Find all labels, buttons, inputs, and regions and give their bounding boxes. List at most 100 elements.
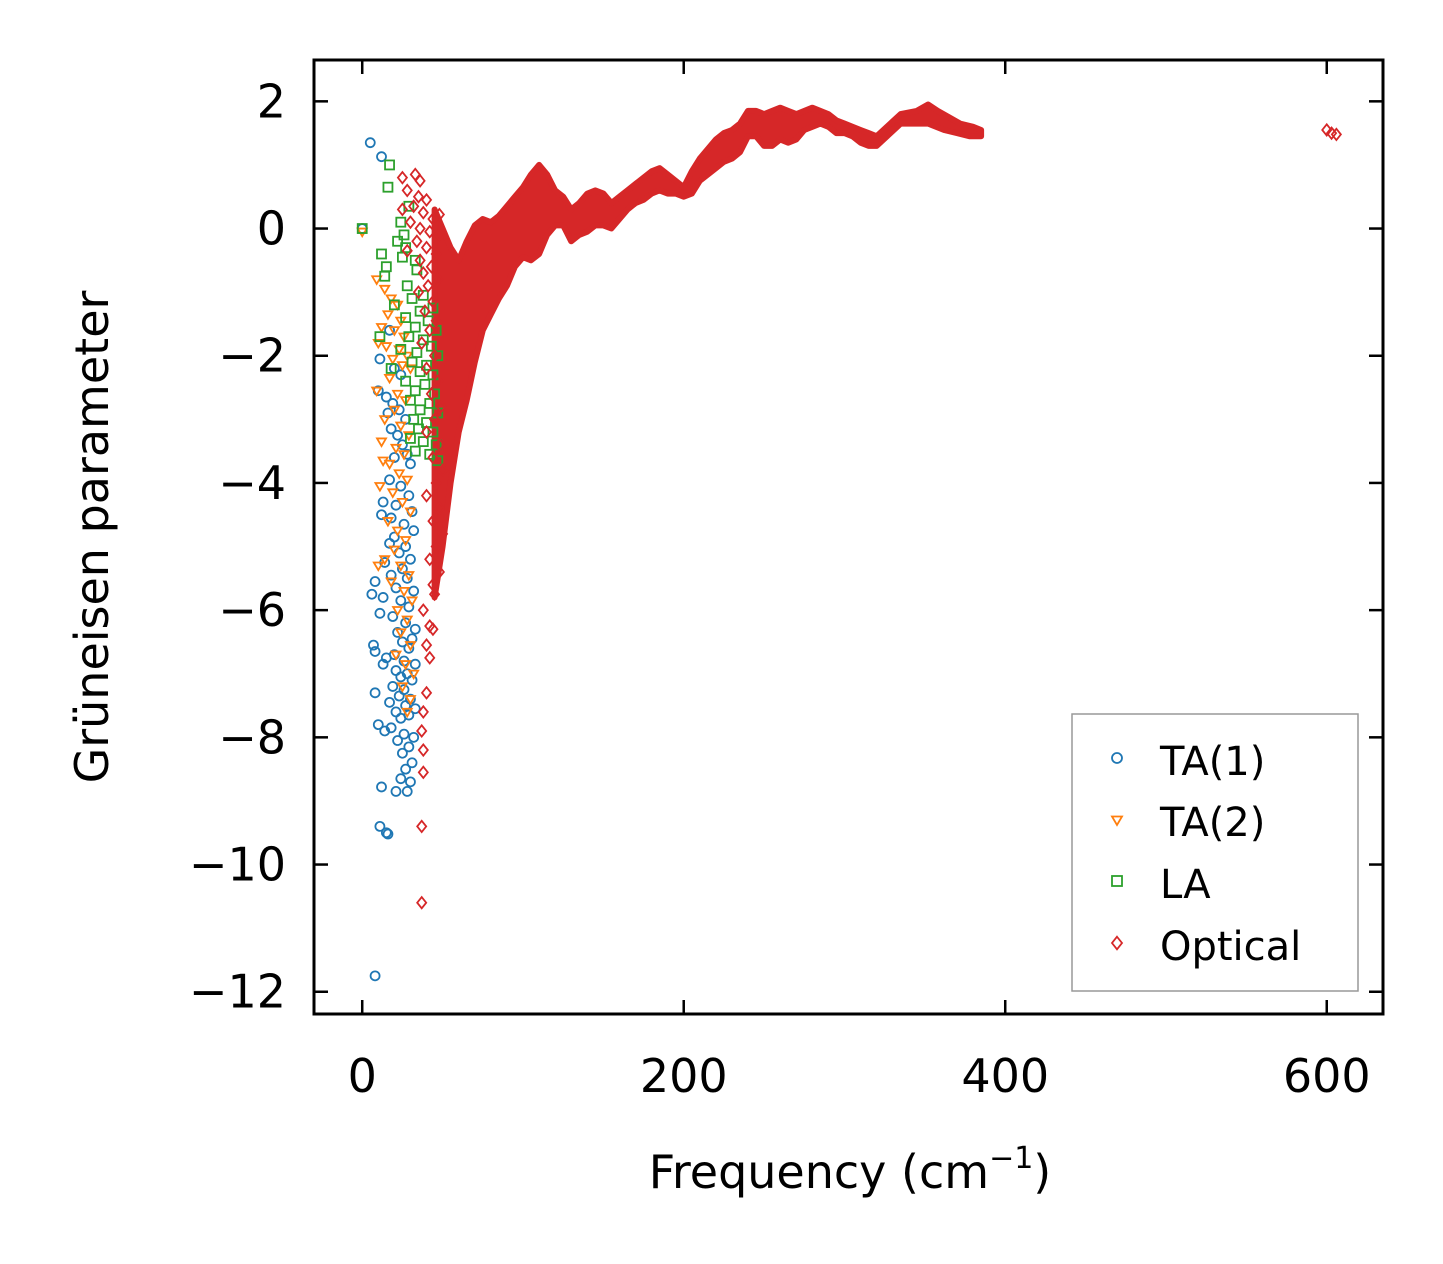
la-point	[400, 312, 412, 323]
ta1-point	[397, 563, 408, 575]
ta1-point	[397, 747, 408, 759]
ta1-point	[403, 601, 415, 613]
legend-label-optical: Optical	[1160, 924, 1301, 970]
la-point	[421, 359, 432, 371]
ta2-point	[407, 669, 420, 681]
optical-point	[427, 211, 439, 227]
x-axis-label-exponent: −1	[989, 1141, 1033, 1176]
ta2-point	[380, 342, 393, 353]
optical-point	[419, 304, 431, 319]
ta2-point	[399, 536, 412, 547]
ta2-point	[370, 275, 383, 286]
optical-point	[427, 450, 439, 465]
optical-point	[417, 765, 429, 780]
optical-point	[404, 215, 417, 230]
x-tick-label: 0	[348, 1049, 377, 1103]
optical-dense-band	[431, 101, 985, 601]
optical-point	[433, 227, 446, 242]
ta1-point	[392, 627, 403, 638]
ta2-point	[405, 596, 419, 607]
ta2-point	[394, 561, 407, 572]
la-point	[356, 223, 368, 234]
la-point	[409, 321, 421, 333]
series-la	[356, 159, 444, 467]
optical-point	[416, 895, 428, 910]
y-tick-label: −8	[218, 710, 286, 764]
ta2-point	[373, 482, 386, 493]
optical-point	[417, 603, 429, 618]
ta2-point	[378, 555, 391, 566]
ta2-point	[388, 405, 401, 417]
x-tick-label: 400	[961, 1049, 1049, 1103]
ta2-point	[397, 587, 411, 598]
ta1-point	[390, 786, 402, 797]
optical-point	[428, 587, 441, 602]
ta1-point	[385, 722, 397, 734]
ta1-point	[369, 646, 381, 657]
optical-point	[416, 819, 428, 834]
optical-point	[432, 272, 444, 287]
optical-point	[430, 313, 442, 328]
ta2-point	[393, 469, 406, 480]
ta1-point	[384, 324, 395, 336]
x-tick-label: 200	[640, 1049, 728, 1103]
ta2-point	[394, 628, 407, 639]
optical-point	[427, 514, 439, 529]
ta1-point	[384, 474, 395, 486]
optical-point	[425, 259, 438, 274]
la-point	[380, 261, 392, 273]
x-axis-label-close: )	[1033, 1145, 1051, 1199]
x-tick-label: 600	[1283, 1049, 1371, 1103]
y-tick-label: −10	[189, 838, 286, 892]
la-point	[392, 235, 403, 247]
legend-label-ta1: TA(1)	[1159, 739, 1265, 785]
y-tick-label: −4	[218, 456, 286, 510]
la-point	[413, 423, 424, 435]
optical-point	[416, 335, 428, 351]
ta2-point	[370, 386, 383, 397]
optical-point	[1330, 127, 1343, 142]
ta1-point	[376, 781, 387, 793]
la-point	[406, 356, 418, 368]
la-point	[425, 340, 437, 352]
y-tick-label: 2	[257, 74, 286, 128]
ta2-point	[394, 421, 407, 432]
optical-point	[433, 564, 446, 580]
optical-point	[420, 424, 433, 440]
ta1-point	[377, 592, 389, 603]
optical-point	[411, 234, 423, 249]
ta2-point	[404, 507, 417, 518]
optical-point	[424, 650, 436, 665]
ta1-point	[405, 458, 416, 470]
ta1-point	[392, 429, 403, 441]
optical-point	[417, 704, 429, 719]
la-point	[411, 347, 423, 358]
optical-point	[420, 240, 433, 255]
la-point	[403, 331, 415, 343]
ta2-point	[375, 323, 388, 334]
la-point	[405, 394, 416, 406]
ta1-point	[400, 700, 412, 711]
y-tick-label: 0	[257, 202, 286, 256]
ta1-point	[374, 820, 386, 832]
la-point	[385, 363, 397, 374]
ta1-point	[387, 611, 399, 622]
ta1-point	[401, 572, 413, 584]
ta2-point	[388, 326, 401, 337]
ta2-point	[391, 606, 404, 617]
ta1-point	[384, 537, 395, 549]
la-point	[409, 445, 421, 457]
la-point	[417, 436, 429, 448]
legend-marker-ta1	[1111, 752, 1123, 764]
ta2-point	[401, 351, 414, 363]
ta2-point	[389, 650, 403, 661]
ta1-point	[372, 719, 384, 731]
optical-point	[396, 170, 409, 185]
la-point	[427, 302, 439, 314]
ta1-point	[400, 541, 412, 552]
ta1-point	[395, 595, 407, 606]
ta1-point	[401, 786, 413, 797]
la-point	[401, 280, 413, 292]
ta1-point	[408, 585, 420, 597]
